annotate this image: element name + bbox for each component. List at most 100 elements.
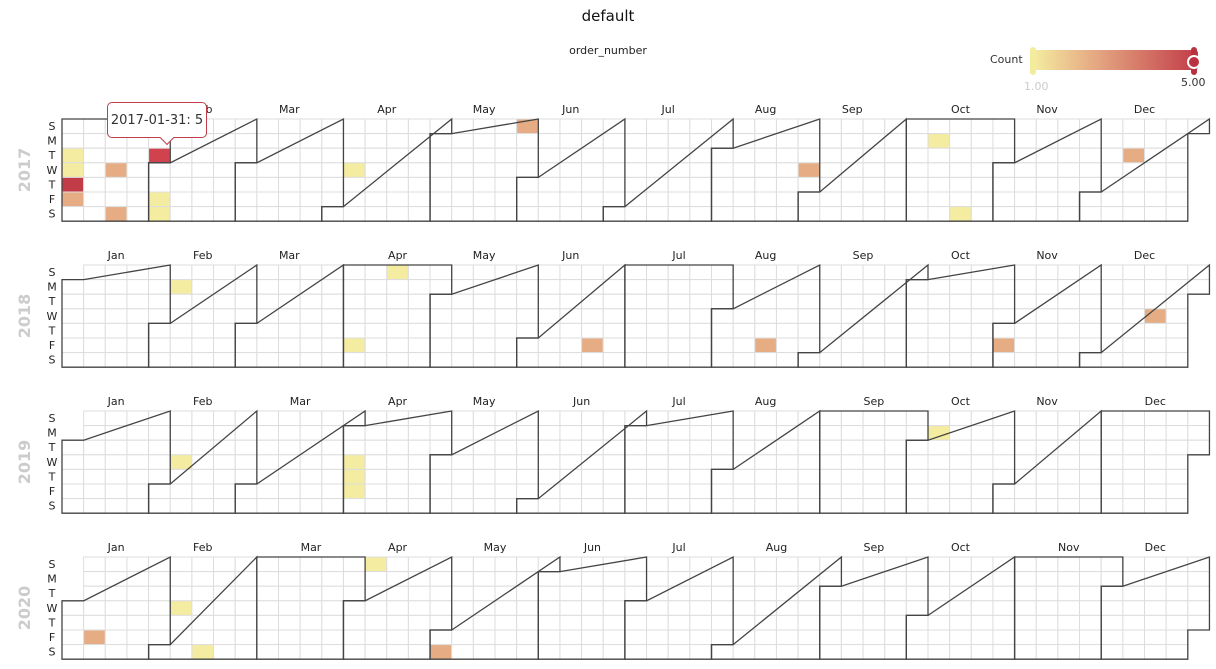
heatmap-cell[interactable] [1165,176,1189,193]
heatmap-cell[interactable] [732,162,756,178]
heatmap-cell[interactable] [234,483,258,500]
heatmap-cell[interactable] [1144,337,1167,354]
heatmap-cell[interactable] [83,571,106,587]
heatmap-cell[interactable] [1165,162,1189,178]
heatmap-cell[interactable] [1035,571,1059,587]
heatmap-cell[interactable] [775,191,799,208]
heatmap-cell[interactable] [1122,133,1145,149]
heatmap-cell[interactable] [862,410,886,427]
heatmap-cell[interactable] [949,293,972,310]
heatmap-cell[interactable] [884,147,907,164]
heatmap-cell[interactable] [797,483,821,500]
heatmap-cell[interactable] [884,556,907,573]
heatmap-cell[interactable] [1079,352,1102,368]
heatmap-cell[interactable] [624,352,648,368]
heatmap-cell[interactable] [970,191,994,208]
heatmap-cell[interactable] [407,498,431,514]
heatmap-cell[interactable] [1122,600,1145,616]
heatmap-cell[interactable] [927,162,951,178]
heatmap-cell[interactable] [516,293,539,310]
heatmap-cell[interactable] [840,425,864,441]
heatmap-cell[interactable] [191,614,215,631]
heatmap-cell[interactable] [256,600,280,616]
heatmap-cell[interactable] [840,147,864,164]
heatmap-cell[interactable] [537,571,561,587]
heatmap-cell[interactable] [992,425,1016,441]
heatmap-cell[interactable] [1100,322,1124,339]
heatmap-cell[interactable] [1057,468,1081,485]
heatmap-cell[interactable] [862,176,886,193]
heatmap-cell[interactable] [61,644,85,660]
heatmap-cell[interactable] [451,147,474,164]
heatmap-cell[interactable] [732,614,756,631]
heatmap-cell[interactable] [624,483,648,500]
heatmap-cell[interactable] [472,483,496,500]
heatmap-cell[interactable] [61,279,85,295]
heatmap-cell[interactable] [797,206,821,222]
heatmap-cell[interactable] [407,206,431,222]
heatmap-cell[interactable] [278,571,301,587]
heatmap-cell[interactable] [581,483,604,500]
heatmap-cell[interactable] [732,279,756,295]
heatmap-cell[interactable] [1057,322,1081,339]
heatmap-cell[interactable] [537,498,561,514]
heatmap-cell[interactable] [711,133,734,149]
heatmap-cell[interactable] [711,454,734,470]
heatmap-cell[interactable] [494,352,518,368]
heatmap-cell[interactable] [732,133,756,149]
heatmap-cell[interactable] [1144,644,1167,660]
heatmap-cell[interactable] [1122,556,1145,573]
heatmap-cell-filled[interactable] [342,468,366,485]
heatmap-cell[interactable] [169,439,193,456]
heatmap-cell[interactable] [321,439,344,456]
heatmap-cell[interactable] [581,439,604,456]
heatmap-cell[interactable] [213,410,236,427]
heatmap-cell[interactable] [992,176,1016,193]
heatmap-cell[interactable] [516,337,539,354]
heatmap-cell[interactable] [884,176,907,193]
heatmap-cell[interactable] [970,644,994,660]
heatmap-cell[interactable] [646,337,669,354]
heatmap-cell[interactable] [299,337,323,354]
heatmap-cell[interactable] [1165,644,1189,660]
heatmap-cell[interactable] [1035,264,1059,281]
heatmap-cell-filled[interactable] [581,337,604,354]
heatmap-cell[interactable] [451,322,474,339]
heatmap-cell[interactable] [234,322,258,339]
heatmap-cell[interactable] [407,425,431,441]
heatmap-cell[interactable] [992,468,1016,485]
heatmap-cell[interactable] [646,206,669,222]
heatmap-cell[interactable] [1122,410,1145,427]
heatmap-cell[interactable] [386,293,409,310]
heatmap-cell[interactable] [797,279,821,295]
heatmap-cell[interactable] [429,468,453,485]
heatmap-cell[interactable] [451,556,474,573]
heatmap-cell[interactable] [213,556,236,573]
heatmap-cell[interactable] [905,147,929,164]
heatmap-cell[interactable] [299,191,323,208]
heatmap-cell[interactable] [689,147,712,164]
heatmap-cell-filled[interactable] [61,191,85,208]
heatmap-cell[interactable] [364,629,388,646]
heatmap-cell[interactable] [1122,176,1145,193]
heatmap-cell[interactable] [537,454,561,470]
heatmap-cell[interactable] [667,454,691,470]
heatmap-cell[interactable] [234,498,258,514]
heatmap-cell[interactable] [407,629,431,646]
heatmap-cell[interactable] [754,322,777,339]
heatmap-cell[interactable] [126,498,150,514]
heatmap-cell[interactable] [386,322,409,339]
heatmap-cell[interactable] [1187,600,1210,616]
heatmap-cell[interactable] [992,600,1016,616]
heatmap-cell[interactable] [711,483,734,500]
heatmap-cell[interactable] [126,206,150,222]
heatmap-cell[interactable] [61,206,85,222]
heatmap-cell[interactable] [256,614,280,631]
heatmap-cell[interactable] [321,337,344,354]
heatmap-cell[interactable] [516,468,539,485]
heatmap-cell[interactable] [602,147,626,164]
heatmap-cell[interactable] [386,147,409,164]
heatmap-cell[interactable] [754,176,777,193]
heatmap-cell[interactable] [840,352,864,368]
heatmap-cell[interactable] [949,439,972,456]
